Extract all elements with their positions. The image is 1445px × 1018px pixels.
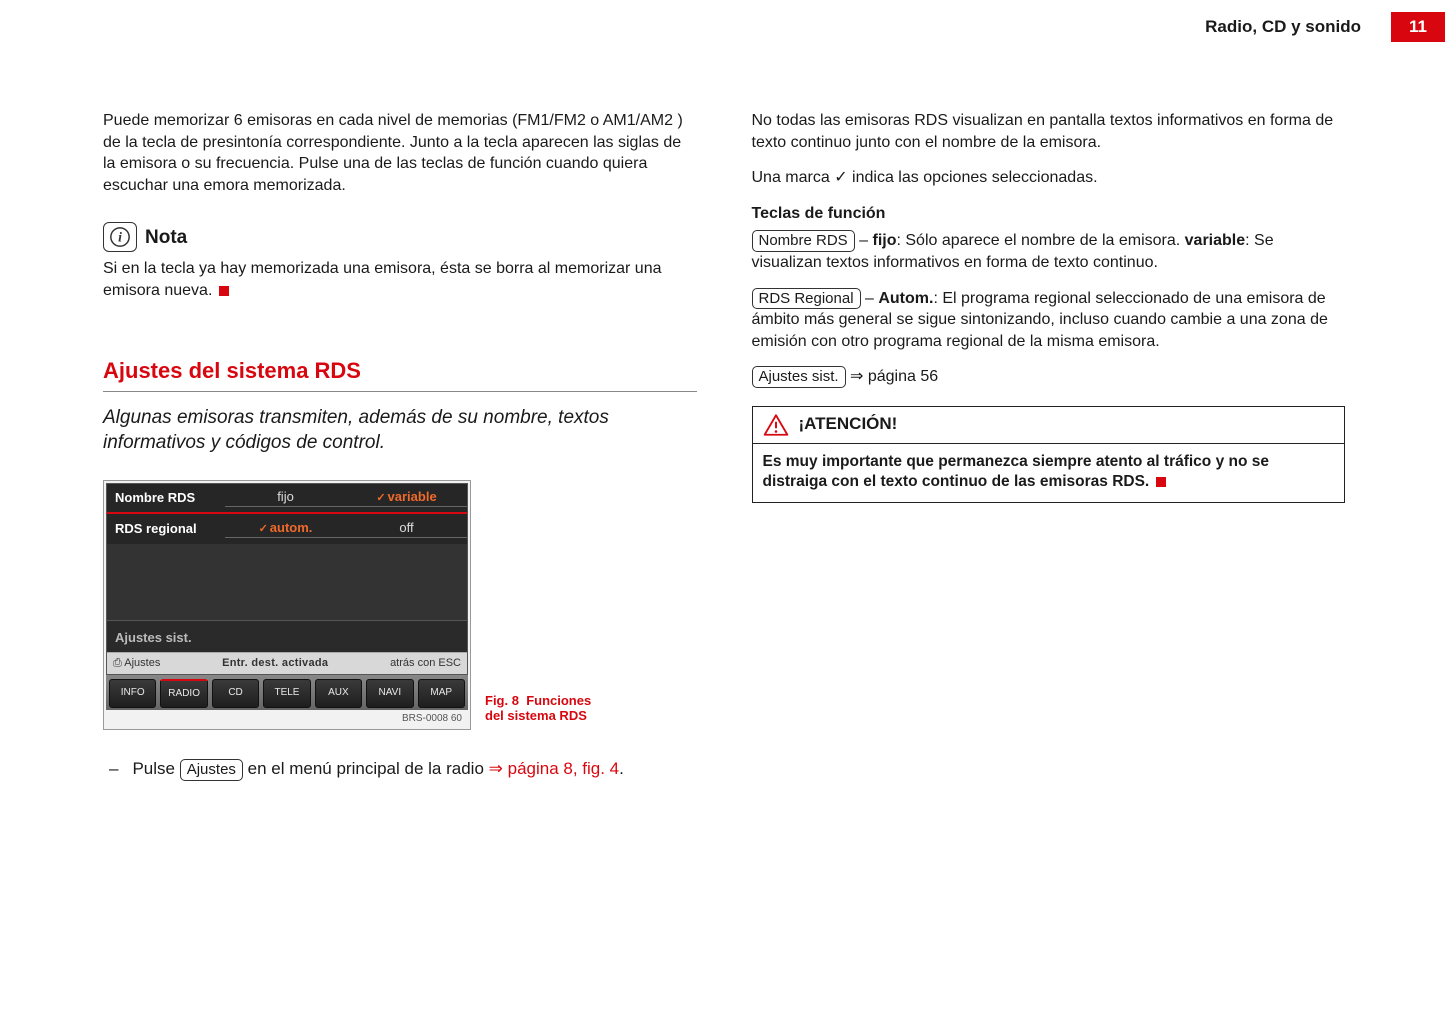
page-header: Radio, CD y sonido 11 xyxy=(1205,12,1445,42)
instruction-text: Pulse Ajustes en el menú principal de la… xyxy=(132,758,623,781)
k1d: variable xyxy=(1185,232,1245,249)
intro-paragraph: Puede memorizar 6 emisoras en cada nivel… xyxy=(103,110,697,196)
k2b: Autom. xyxy=(878,290,933,307)
note-title: Nota xyxy=(145,225,187,251)
device-mock: Nombre RDS fijo ✓variable RDS regional ✓… xyxy=(103,480,471,730)
section-subtitle: Algunas emisoras transmiten, además de s… xyxy=(103,406,697,455)
tab-radio[interactable]: RADIO xyxy=(160,679,207,708)
status-mid: Entr. dest. activada xyxy=(222,656,328,671)
info-icon: i xyxy=(103,222,137,252)
keycap-ajustes: Ajustes xyxy=(180,759,243,781)
keycap-rds-regional: RDS Regional xyxy=(752,288,861,310)
figure-ref-number: BRS-0008 60 xyxy=(106,710,468,730)
keycap-nombre-rds: Nombre RDS xyxy=(752,230,855,252)
opt-autom[interactable]: ✓autom. xyxy=(225,519,346,538)
right-column: No todas las emisoras RDS visualizan en … xyxy=(752,110,1346,781)
tab-navi[interactable]: NAVI xyxy=(366,679,413,708)
page-number: 11 xyxy=(1391,12,1445,42)
screen-row-rds-regional: RDS regional ✓autom. off xyxy=(107,514,467,544)
right-p1: No todas las emisoras RDS visualizan en … xyxy=(752,110,1346,153)
p2b: indica las opciones seleccionadas. xyxy=(848,169,1098,186)
status-left: ⎙ Ajustes xyxy=(113,656,160,671)
opt-variable[interactable]: ✓variable xyxy=(346,488,467,507)
func-ajustes-sist: Ajustes sist. ⇒ página 56 xyxy=(752,366,1346,388)
opt-fijo[interactable]: fijo xyxy=(225,488,346,507)
warning-box: ¡ATENCIÓN! Es muy importante que permane… xyxy=(752,406,1346,503)
content-columns: Puede memorizar 6 emisoras en cada nivel… xyxy=(103,110,1345,781)
note-heading: i Nota xyxy=(103,222,697,252)
device-screen: Nombre RDS fijo ✓variable RDS regional ✓… xyxy=(106,483,468,675)
arrow-icon: ⇒ xyxy=(489,759,503,778)
row-label: Nombre RDS xyxy=(107,489,225,507)
tab-aux[interactable]: AUX xyxy=(315,679,362,708)
screen-status-bar: ⎙ Ajustes Entr. dest. activada atrás con… xyxy=(107,652,467,674)
p2a: Una marca xyxy=(752,169,835,186)
screen-empty-area xyxy=(107,544,467,620)
warning-icon xyxy=(763,413,789,437)
note-body: Si en la tecla ya hay memorizada una emi… xyxy=(103,258,697,301)
end-marker-icon xyxy=(1156,477,1166,487)
tab-tele[interactable]: TELE xyxy=(263,679,310,708)
warning-header: ¡ATENCIÓN! xyxy=(753,407,1345,444)
func-rds-regional: RDS Regional – Autom.: El programa regio… xyxy=(752,288,1346,353)
instr-pre: Pulse xyxy=(132,759,179,778)
left-column: Puede memorizar 6 emisoras en cada nivel… xyxy=(103,110,697,781)
opt-off[interactable]: off xyxy=(346,519,467,538)
cross-ref-link[interactable]: página 8, fig. 4 xyxy=(508,759,620,778)
warning-text: Es muy importante que permanezca siempre… xyxy=(763,453,1270,490)
device-tabs: INFO RADIO CD TELE AUX NAVI MAP xyxy=(106,675,468,710)
instruction: – Pulse Ajustes en el menú principal de … xyxy=(103,758,697,781)
instr-mid: en el menú principal de la radio xyxy=(243,759,489,778)
opt-autom-label: autom. xyxy=(270,520,313,535)
check-icon: ✓ xyxy=(834,169,847,186)
section-title: Ajustes del sistema RDS xyxy=(103,356,697,393)
screen-system-settings[interactable]: Ajustes sist. xyxy=(107,620,467,653)
figure-caption: Fig. 8 Funciones del sistema RDS xyxy=(485,693,605,724)
row-label: RDS regional xyxy=(107,520,225,538)
opt-variable-label: variable xyxy=(388,489,437,504)
status-left-text: Ajustes xyxy=(124,657,160,669)
warning-body: Es muy importante que permanezca siempre… xyxy=(753,444,1345,502)
figure: Nombre RDS fijo ✓variable RDS regional ✓… xyxy=(103,480,697,730)
svg-text:i: i xyxy=(118,230,122,245)
end-marker-icon xyxy=(219,286,229,296)
warning-title: ¡ATENCIÓN! xyxy=(799,413,898,436)
note-text: Si en la tecla ya hay memorizada una emi… xyxy=(103,260,661,299)
k1b: fijo xyxy=(872,232,896,249)
k2a: – xyxy=(861,290,879,307)
func-nombre-rds: Nombre RDS – fijo: Sólo aparece el nombr… xyxy=(752,230,1346,273)
tab-cd[interactable]: CD xyxy=(212,679,259,708)
subheading: Teclas de función xyxy=(752,203,1346,225)
screen-row-rds-name: Nombre RDS fijo ✓variable xyxy=(107,484,467,514)
figure-number: Fig. 8 xyxy=(485,693,519,708)
instr-dot: . xyxy=(619,759,624,778)
bullet-dash: – xyxy=(103,758,118,781)
tab-info[interactable]: INFO xyxy=(109,679,156,708)
status-right: atrás con ESC xyxy=(390,656,461,671)
tab-map[interactable]: MAP xyxy=(418,679,465,708)
keycap-ajustes-sist: Ajustes sist. xyxy=(752,366,846,388)
k1c: : Sólo aparece el nombre de la emisora. xyxy=(896,232,1184,249)
k1a: – xyxy=(855,232,873,249)
arrow-ref: ⇒ página 56 xyxy=(846,368,939,385)
section-name: Radio, CD y sonido xyxy=(1205,17,1391,37)
right-p2: Una marca ✓ indica las opciones seleccio… xyxy=(752,167,1346,189)
